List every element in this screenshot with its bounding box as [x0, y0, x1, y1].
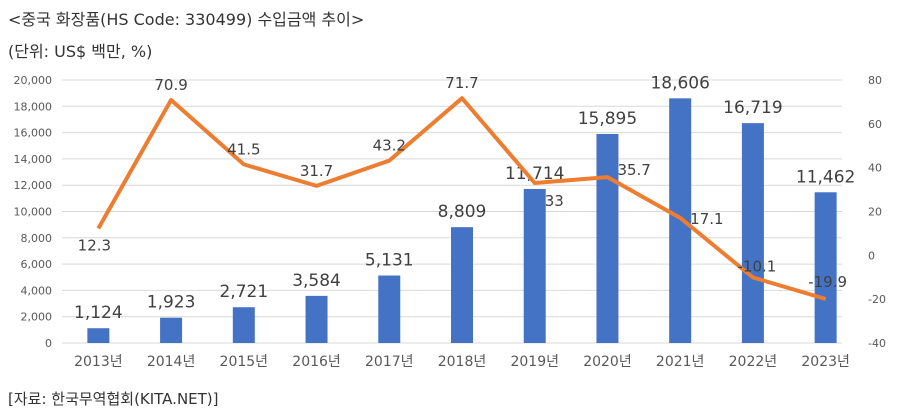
- left-axis-tick: 16,000: [14, 127, 53, 140]
- line-label: 33: [545, 192, 564, 210]
- line-label: 12.3: [78, 236, 111, 254]
- bar-label: 18,606: [650, 73, 709, 93]
- unit-label: (단위: US$ 백만, %): [8, 42, 153, 61]
- chart-title: <중국 화장품(HS Code: 330499) 수입금액 추이>: [8, 10, 365, 29]
- bar: [741, 123, 764, 344]
- right-axis-tick: 20: [868, 206, 882, 219]
- left-axis-tick: 18,000: [14, 100, 53, 113]
- line-label: 35.7: [617, 161, 650, 179]
- line-label: -19.9: [808, 273, 847, 291]
- line-label: 41.5: [227, 140, 260, 158]
- x-axis-tick: 2020년: [583, 354, 632, 370]
- source-note: [자료: 한국무역협회(KITA.NET)]: [8, 390, 219, 408]
- line-label: 71.7: [445, 74, 478, 92]
- bar: [378, 275, 401, 343]
- x-axis-tick: 2019년: [510, 354, 559, 370]
- left-axis-tick: 6,000: [21, 258, 53, 271]
- x-axis-tick: 2021년: [656, 354, 705, 370]
- right-axis-tick: 60: [868, 118, 882, 131]
- growth-line: [96, 96, 827, 301]
- line-label: 17.1: [690, 210, 723, 228]
- bar: [160, 317, 183, 343]
- x-axis-tick: 2022년: [729, 354, 778, 370]
- bar-label: 2,721: [219, 282, 268, 302]
- right-axis-tick: -40: [868, 337, 886, 350]
- right-axis-tick: -20: [868, 293, 886, 306]
- left-axis-tick: 14,000: [14, 153, 53, 166]
- bar: [87, 328, 110, 343]
- bar: [232, 307, 255, 343]
- right-axis-tick: 0: [868, 249, 875, 262]
- line-label: -10.1: [738, 257, 777, 275]
- bar: [596, 133, 619, 343]
- left-axis-tick: 8,000: [21, 232, 53, 245]
- bar: [814, 192, 837, 343]
- x-axis-tick: 2023년: [801, 354, 850, 370]
- bar-label: 1,923: [147, 293, 196, 313]
- x-axis-tick: 2017년: [365, 354, 414, 370]
- x-axis-tick: 2018년: [438, 354, 487, 370]
- x-axis-tick: 2015년: [220, 354, 269, 370]
- line-label: 70.9: [154, 76, 187, 94]
- x-axis-tick: 2014년: [147, 354, 196, 370]
- bar-label: 11,714: [505, 164, 564, 184]
- bar-label: 8,809: [438, 202, 487, 222]
- bar-label: 11,462: [796, 167, 855, 187]
- bar: [523, 188, 546, 343]
- left-axis-tick: 10,000: [14, 206, 53, 219]
- left-axis-tick: 12,000: [14, 179, 53, 192]
- line-label: 43.2: [373, 137, 406, 155]
- left-axis-tick: 20,000: [14, 74, 53, 87]
- bar-label: 15,895: [578, 109, 637, 129]
- bar-label: 1,124: [74, 303, 123, 323]
- right-axis-tick: 40: [868, 162, 882, 175]
- line-label: 31.7: [300, 162, 333, 180]
- bar-label: 5,131: [365, 251, 414, 271]
- right-axis-tick: 80: [868, 74, 882, 87]
- bar: [451, 227, 473, 343]
- left-axis-tick: 0: [45, 337, 52, 350]
- bar: [305, 295, 328, 343]
- left-axis-tick: 2,000: [21, 311, 53, 324]
- bar-label: 3,584: [292, 271, 341, 291]
- left-axis-tick: 4,000: [21, 284, 53, 297]
- x-axis-tick: 2013년: [74, 354, 123, 370]
- bar: [669, 98, 692, 343]
- x-axis-tick: 2016년: [292, 354, 341, 370]
- bar-label: 16,719: [723, 98, 782, 118]
